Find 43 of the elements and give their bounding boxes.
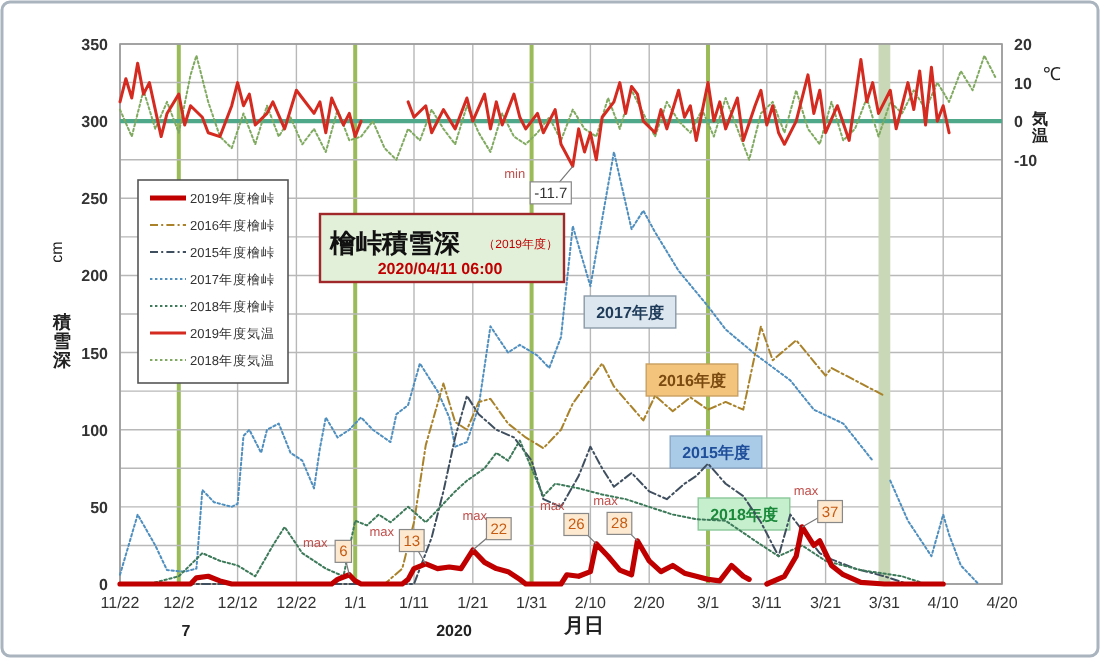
x-tick-label: 1/11 [399,594,431,612]
y2-tick-label: 20 [1014,36,1033,54]
annotation: 2016年度 [645,363,739,397]
annotation: 2016年度 [658,370,726,390]
y2-axis-title: 気温 [1030,110,1048,145]
x-tick-label: 11/22 [100,594,141,612]
x-tick-label: 3/21 [810,594,843,612]
x-tick-label: 12/2 [163,594,196,612]
y-tick-label: 150 [81,344,110,363]
text: 7 [181,622,192,640]
y-tick-label: 350 [81,36,110,54]
annotation: 2015年度 [669,435,763,469]
text: 檜峠積雪深 [328,228,462,258]
x-tick-label: 1/31 [516,594,549,612]
y-tick-label: 250 [81,190,110,209]
annotation: 2017年度 [596,302,664,322]
x-tick-label: 2/20 [633,594,666,612]
text: cm [48,240,66,263]
x-tick-label: 3/1 [696,594,721,612]
y-tick-label: 200 [81,267,110,286]
y-tick-label: 0 [99,576,110,594]
text: ℃ [1043,64,1061,84]
x-tick-label: 2/10 [574,594,608,612]
text: 2020 [436,622,473,640]
x-tick-label: 3/31 [868,594,902,612]
annotation: 2020/04/11 06:00 [377,260,504,278]
y-tick-label: 300 [81,113,110,132]
y2-tick-label: 0 [1014,113,1024,132]
x-tick-label: 1/1 [344,594,368,612]
annotation: 2017年度 [583,295,677,329]
x-tick-label: 12/22 [276,594,318,612]
y2-tick-label: -10 [1014,151,1039,170]
x-axis-title: 月日 [562,616,604,638]
y-axis-title: 積雪深 [51,312,73,370]
x-tick-label: 4/20 [986,594,1019,612]
x-tick-label: 12/12 [217,594,259,612]
y-tick-label: 50 [90,498,110,517]
x-tick-label: 1/21 [457,594,490,612]
annotation: 2015年度 [682,442,750,462]
y2-tick-label: 10 [1014,74,1033,93]
x-tick-label: 3/11 [751,594,783,612]
y-tick-label: 100 [81,421,110,440]
x-tick-label: 4/10 [927,594,960,612]
